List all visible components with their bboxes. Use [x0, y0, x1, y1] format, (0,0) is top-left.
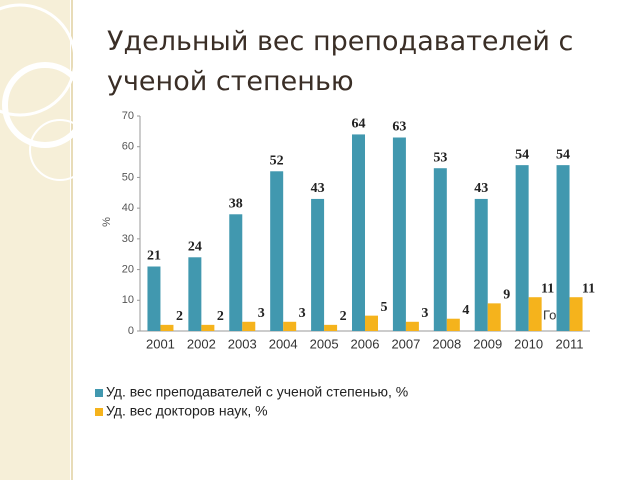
value-label: 3 — [299, 306, 306, 321]
value-label: 52 — [270, 154, 284, 169]
decor-circle — [29, 119, 91, 181]
bar — [324, 324, 338, 331]
value-label: 9 — [503, 288, 510, 303]
value-label: 3 — [258, 306, 265, 321]
y-tick-label: 0 — [128, 325, 134, 337]
bar — [270, 171, 284, 331]
legend-swatch — [95, 389, 103, 397]
x-tick-label: 2003 — [228, 336, 257, 351]
bar — [515, 165, 529, 331]
value-label: 3 — [421, 306, 428, 321]
value-label: 4 — [462, 303, 469, 318]
value-label: 2 — [176, 309, 183, 324]
x-tick-label: 2006 — [351, 336, 380, 351]
value-label: 38 — [229, 197, 243, 212]
bar — [242, 321, 256, 331]
x-tick-label: 2004 — [269, 336, 298, 351]
bar — [160, 324, 174, 331]
x-tick-label: 2002 — [187, 336, 216, 351]
x-tick-label: 2010 — [514, 336, 543, 351]
decor-circle — [0, 3, 77, 117]
bar — [365, 315, 378, 331]
bar — [405, 321, 419, 331]
bar — [147, 266, 161, 331]
value-label: 24 — [188, 240, 202, 255]
bar — [446, 318, 460, 331]
side-strip — [0, 0, 70, 480]
bar — [569, 297, 583, 331]
y-tick-label: 50 — [122, 171, 134, 183]
slide-title: Удельный вес преподавателей с ученой сте… — [107, 26, 574, 97]
bar — [311, 198, 325, 331]
value-label: 54 — [515, 147, 529, 162]
value-label: 11 — [582, 281, 595, 296]
bar — [556, 165, 570, 331]
value-label: 54 — [556, 147, 570, 162]
bar — [487, 303, 501, 331]
value-label: 21 — [147, 249, 161, 264]
bar — [352, 134, 365, 331]
bar — [433, 168, 447, 331]
bar — [188, 257, 202, 331]
y-tick-label: 10 — [122, 294, 134, 306]
value-label: 5 — [381, 300, 388, 315]
annotation: Го — [543, 307, 556, 322]
decor-circle — [2, 62, 88, 148]
value-label: 11 — [541, 281, 554, 296]
y-tick-label: 20 — [122, 263, 134, 275]
x-tick-label: 2011 — [556, 336, 584, 351]
legend-swatch — [95, 408, 103, 416]
bar — [229, 214, 243, 331]
x-tick-label: 2009 — [473, 336, 502, 351]
value-label: 43 — [474, 181, 488, 196]
legend-label: Уд. вес докторов наук, % — [106, 403, 268, 419]
y-tick-label: 60 — [122, 141, 134, 153]
bar — [283, 321, 297, 331]
value-label: 2 — [340, 309, 347, 324]
value-label: 63 — [392, 120, 406, 135]
bar — [528, 297, 542, 331]
bar — [474, 198, 488, 331]
value-label: 53 — [433, 150, 447, 165]
bar — [201, 324, 215, 331]
y-tick-label: 30 — [122, 233, 134, 245]
y-tick-label: 40 — [122, 202, 134, 214]
x-tick-label: 2001 — [146, 336, 175, 351]
x-tick-label: 2008 — [432, 336, 461, 351]
value-label: 2 — [217, 309, 224, 324]
legend-label: Уд. вес преподавателей с ученой степенью… — [106, 384, 408, 400]
x-tick-label: 2005 — [310, 336, 339, 351]
bar — [392, 137, 406, 331]
value-label: 64 — [352, 117, 366, 132]
y-tick-label: 70 — [122, 110, 134, 122]
y-axis-label: % — [101, 217, 113, 227]
x-tick-label: 2007 — [391, 336, 420, 351]
value-label: 43 — [311, 181, 325, 196]
